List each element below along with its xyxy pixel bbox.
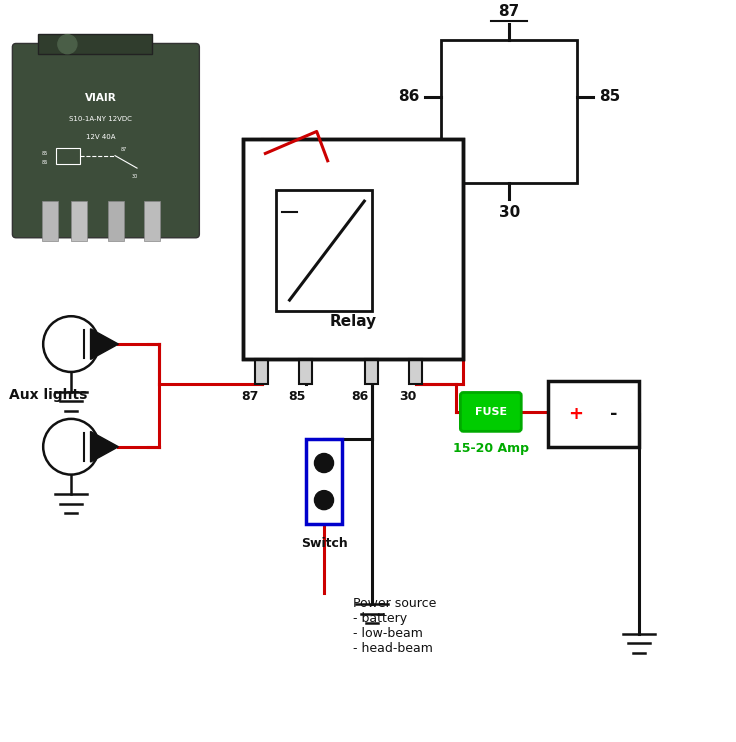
Polygon shape — [91, 431, 118, 462]
Bar — [299, 358, 312, 384]
Bar — [409, 358, 422, 384]
Text: -: - — [610, 404, 618, 423]
Bar — [107, 201, 124, 241]
Circle shape — [314, 453, 333, 473]
Text: Aux lights: Aux lights — [9, 388, 87, 402]
Text: Power source
- battery
- low-beam
- head-beam: Power source - battery - low-beam - head… — [353, 597, 436, 655]
Bar — [365, 358, 378, 384]
Bar — [244, 139, 464, 358]
Text: 86: 86 — [351, 390, 369, 404]
Circle shape — [43, 316, 99, 372]
Text: S10-1A-NY 12VDC: S10-1A-NY 12VDC — [69, 116, 132, 122]
Circle shape — [43, 419, 99, 475]
Circle shape — [58, 35, 77, 53]
Text: 85: 85 — [289, 390, 305, 404]
Text: +: + — [567, 404, 583, 423]
Text: VIAIR: VIAIR — [85, 93, 116, 103]
Polygon shape — [91, 329, 118, 359]
Circle shape — [314, 490, 333, 510]
Bar — [255, 358, 269, 384]
Text: 15-20 Amp: 15-20 Amp — [453, 441, 528, 455]
Text: 87: 87 — [120, 147, 127, 151]
Bar — [276, 190, 372, 311]
Bar — [42, 201, 58, 241]
Bar — [71, 201, 87, 241]
Text: Relay: Relay — [330, 315, 377, 329]
Bar — [548, 381, 640, 447]
Bar — [38, 34, 152, 54]
Text: 30: 30 — [498, 205, 520, 220]
Bar — [244, 139, 464, 358]
FancyBboxPatch shape — [13, 44, 199, 237]
Text: Switch: Switch — [300, 537, 347, 550]
Text: 85: 85 — [599, 90, 620, 105]
Text: FUSE: FUSE — [475, 407, 507, 417]
Text: 87: 87 — [498, 4, 520, 19]
FancyBboxPatch shape — [461, 393, 521, 431]
Text: 86: 86 — [398, 90, 420, 105]
Bar — [442, 40, 577, 183]
Bar — [305, 439, 342, 524]
Text: 12V 40A: 12V 40A — [85, 134, 115, 139]
Text: 85: 85 — [42, 151, 49, 156]
Text: 87: 87 — [241, 390, 258, 404]
Bar — [57, 148, 79, 165]
Text: 86: 86 — [42, 160, 49, 165]
Text: 30: 30 — [132, 174, 138, 179]
Text: 30: 30 — [400, 390, 417, 404]
Bar — [144, 201, 160, 241]
